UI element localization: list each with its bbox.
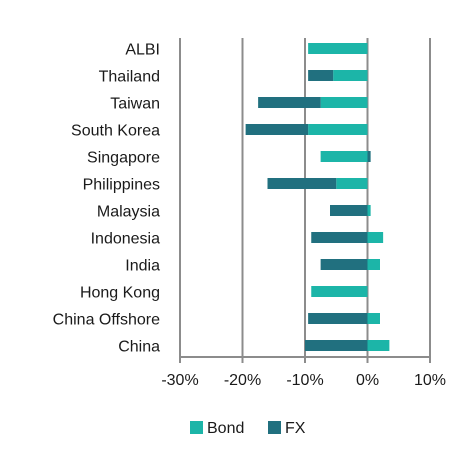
- bar-fx-china: [305, 340, 368, 351]
- x-tick-label: 0%: [356, 372, 379, 389]
- bar-fx-malaysia: [330, 205, 368, 216]
- bar-bond-philippines: [336, 178, 368, 189]
- bar-fx-south-korea: [245, 124, 309, 135]
- x-axis: -30% -20% -10% 0% 10%: [161, 38, 446, 389]
- bar-fx-india: [320, 259, 368, 270]
- bar-bond-china: [367, 340, 390, 351]
- legend-label-fx: FX: [285, 420, 306, 437]
- bar-bond-singapore: [320, 151, 368, 162]
- category-label: India: [125, 258, 160, 275]
- category-label: China Offshore: [53, 312, 160, 329]
- legend-swatch-bond: [190, 421, 203, 434]
- bar-bond-malaysia: [367, 205, 371, 216]
- legend: Bond FX: [190, 420, 306, 437]
- x-tick-label: -10%: [286, 372, 323, 389]
- bar-bond-india: [367, 259, 380, 270]
- category-label: Singapore: [87, 150, 160, 167]
- bar-fx-singapore: [367, 151, 371, 162]
- gridlines: [241, 38, 431, 357]
- x-tick-label: 10%: [414, 372, 446, 389]
- x-tick-label: -30%: [161, 372, 198, 389]
- bar-fx-china-offshore: [308, 313, 368, 324]
- category-label: Thailand: [99, 69, 160, 86]
- category-label: Malaysia: [97, 204, 160, 221]
- bar-bond-hong-kong: [311, 286, 368, 297]
- bar-bond-indonesia: [367, 232, 384, 243]
- bars: [245, 43, 390, 351]
- category-label: Indonesia: [91, 231, 160, 248]
- category-label: Hong Kong: [80, 285, 160, 302]
- category-label: China: [118, 339, 160, 356]
- bar-bond-taiwan: [320, 97, 368, 108]
- category-label: Taiwan: [110, 96, 160, 113]
- legend-swatch-fx: [268, 421, 281, 434]
- bar-fx-indonesia: [311, 232, 368, 243]
- category-labels: ALBI Thailand Taiwan South Korea Singapore Ph…: [53, 42, 160, 356]
- legend-label-bond: Bond: [207, 420, 244, 437]
- bar-bond-south-korea: [308, 124, 368, 135]
- bar-bond-china-offshore: [367, 313, 380, 324]
- bar-fx-taiwan: [258, 97, 321, 108]
- category-label: ALBI: [125, 42, 160, 59]
- bar-bond-thailand: [333, 70, 368, 81]
- category-label: South Korea: [71, 123, 160, 140]
- bar-bond-albi: [308, 43, 368, 54]
- bar-fx-thailand: [308, 70, 334, 81]
- x-tick-label: -20%: [224, 372, 261, 389]
- category-label: Philippines: [83, 177, 160, 194]
- bar-fx-philippines: [267, 178, 337, 189]
